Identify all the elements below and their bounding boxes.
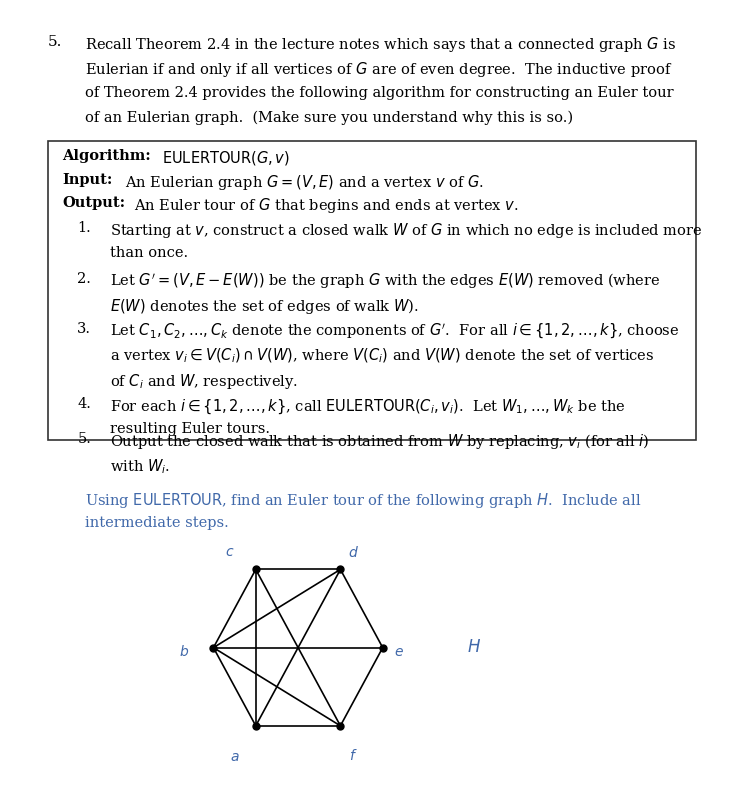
Text: Using $\mathrm{EULERTOUR}$, find an Euler tour of the following graph $H$.  Incl: Using $\mathrm{EULERTOUR}$, find an Eule… bbox=[85, 491, 641, 509]
Text: Algorithm:: Algorithm: bbox=[63, 149, 152, 163]
Text: 5.: 5. bbox=[77, 432, 91, 446]
Text: 1.: 1. bbox=[77, 221, 91, 236]
Bar bbox=[48, 141, 696, 440]
Text: of $C_i$ and $W$, respectively.: of $C_i$ and $W$, respectively. bbox=[110, 372, 298, 391]
Text: $d$: $d$ bbox=[348, 545, 359, 560]
Text: than once.: than once. bbox=[110, 246, 188, 261]
Text: Starting at $v$, construct a closed walk $W$ of $G$ in which no edge is included: Starting at $v$, construct a closed walk… bbox=[110, 221, 703, 240]
Text: An Euler tour of $G$ that begins and ends at vertex $v$.: An Euler tour of $G$ that begins and end… bbox=[134, 196, 519, 215]
Text: resulting Euler tours.: resulting Euler tours. bbox=[110, 422, 270, 436]
Text: of Theorem 2.4 provides the following algorithm for constructing an Euler tour: of Theorem 2.4 provides the following al… bbox=[85, 86, 673, 100]
Text: Output the closed walk that is obtained from $W$ by replacing, $v_i$ (for all $i: Output the closed walk that is obtained … bbox=[110, 432, 650, 451]
Text: intermediate steps.: intermediate steps. bbox=[85, 516, 228, 530]
Text: $b$: $b$ bbox=[179, 644, 189, 659]
Text: For each $i \in \{1, 2, \ldots, k\}$, call $\mathrm{EULERTOUR}(C_i, v_i)$.  Let : For each $i \in \{1, 2, \ldots, k\}$, ca… bbox=[110, 397, 626, 415]
Text: a vertex $v_i \in V(C_i) \cap V(W)$, where $V(C_i)$ and $V(W)$ denote the set of: a vertex $v_i \in V(C_i) \cap V(W)$, whe… bbox=[110, 347, 655, 365]
Text: $f$: $f$ bbox=[350, 748, 358, 763]
Text: 2.: 2. bbox=[77, 272, 91, 286]
Text: $a$: $a$ bbox=[230, 750, 240, 765]
Text: $e$: $e$ bbox=[394, 644, 404, 659]
Text: Eulerian if and only if all vertices of $G$ are of even degree.  The inductive p: Eulerian if and only if all vertices of … bbox=[85, 60, 672, 79]
Text: An Eulerian graph $G = (V, E)$ and a vertex $v$ of $G$.: An Eulerian graph $G = (V, E)$ and a ver… bbox=[125, 173, 484, 192]
Text: Recall Theorem 2.4 in the lecture notes which says that a connected graph $G$ is: Recall Theorem 2.4 in the lecture notes … bbox=[85, 35, 676, 54]
Text: with $W_i$.: with $W_i$. bbox=[110, 457, 171, 476]
Text: 4.: 4. bbox=[77, 397, 91, 411]
Text: Output:: Output: bbox=[63, 196, 126, 210]
Text: $H$: $H$ bbox=[467, 639, 481, 656]
Text: Input:: Input: bbox=[63, 173, 113, 187]
Text: Let $C_1, C_2, \ldots, C_k$ denote the components of $G'$.  For all $i \in \{1, : Let $C_1, C_2, \ldots, C_k$ denote the c… bbox=[110, 322, 679, 341]
Text: $E(W)$ denotes the set of edges of walk $W$).: $E(W)$ denotes the set of edges of walk … bbox=[110, 297, 419, 316]
Text: 5.: 5. bbox=[48, 35, 63, 49]
Text: 3.: 3. bbox=[77, 322, 91, 336]
Text: of an Eulerian graph.  (Make sure you understand why this is so.): of an Eulerian graph. (Make sure you und… bbox=[85, 111, 573, 125]
Text: $\mathrm{EULERTOUR}(G, v)$: $\mathrm{EULERTOUR}(G, v)$ bbox=[162, 149, 290, 167]
Text: Let $G' = (V, E - E(W))$ be the graph $G$ with the edges $E(W)$ removed (where: Let $G' = (V, E - E(W))$ be the graph $G… bbox=[110, 272, 661, 291]
Text: $c$: $c$ bbox=[225, 545, 235, 559]
